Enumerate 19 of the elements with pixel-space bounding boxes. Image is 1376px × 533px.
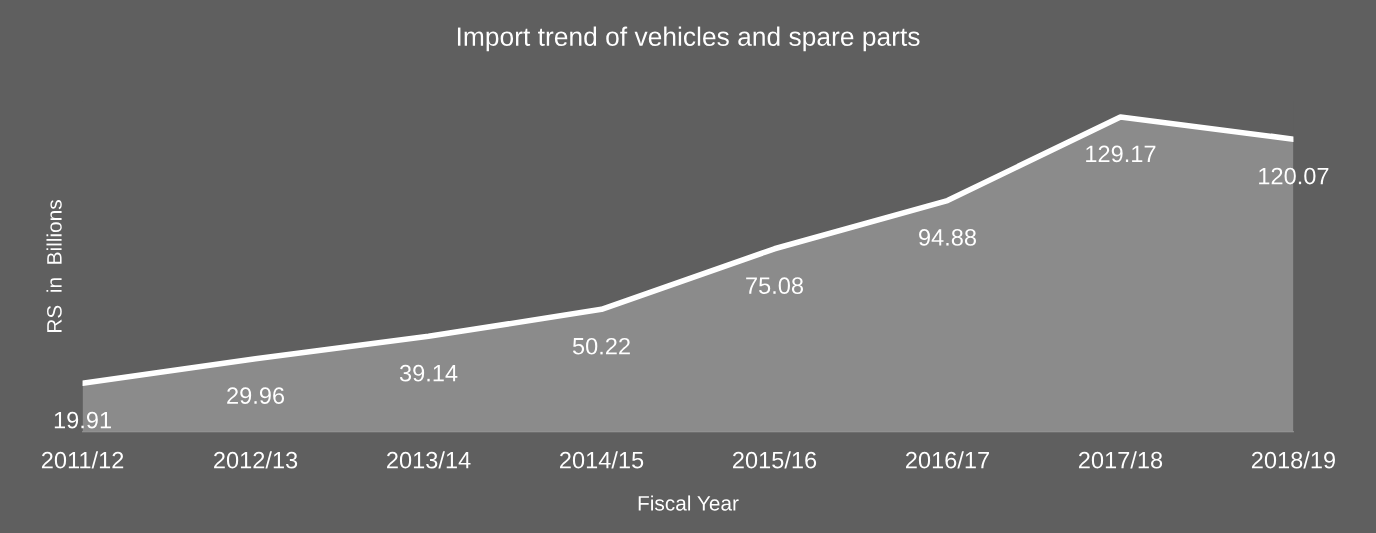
x-tick-label: 2016/17 <box>905 451 989 469</box>
x-tick-label: 2014/15 <box>560 451 644 469</box>
data-label: 29.96 <box>227 387 285 404</box>
data-label: 120.07 <box>1259 167 1329 185</box>
data-label: 50.22 <box>572 337 630 355</box>
x-tick-label: 2017/18 <box>1078 451 1163 469</box>
x-axis-title: Fiscal Year <box>638 495 739 511</box>
y-axis-title: RS in Billions <box>46 200 62 332</box>
data-label: 94.88 <box>919 229 976 246</box>
x-tick-label: 2012/13 <box>214 451 298 469</box>
data-label: 75.08 <box>746 277 804 295</box>
x-tick-label: 2011/12 <box>41 451 124 469</box>
data-label: 129.17 <box>1086 145 1156 163</box>
data-label: 19.91 <box>54 411 111 429</box>
x-tick-label: 2015/16 <box>733 451 817 469</box>
chart-title: Import trend of vehicles and spare parts <box>457 26 920 52</box>
x-tick-label: 2013/14 <box>387 451 471 469</box>
data-label: 39.14 <box>399 364 458 382</box>
x-tick-label: 2018/19 <box>1251 451 1335 469</box>
